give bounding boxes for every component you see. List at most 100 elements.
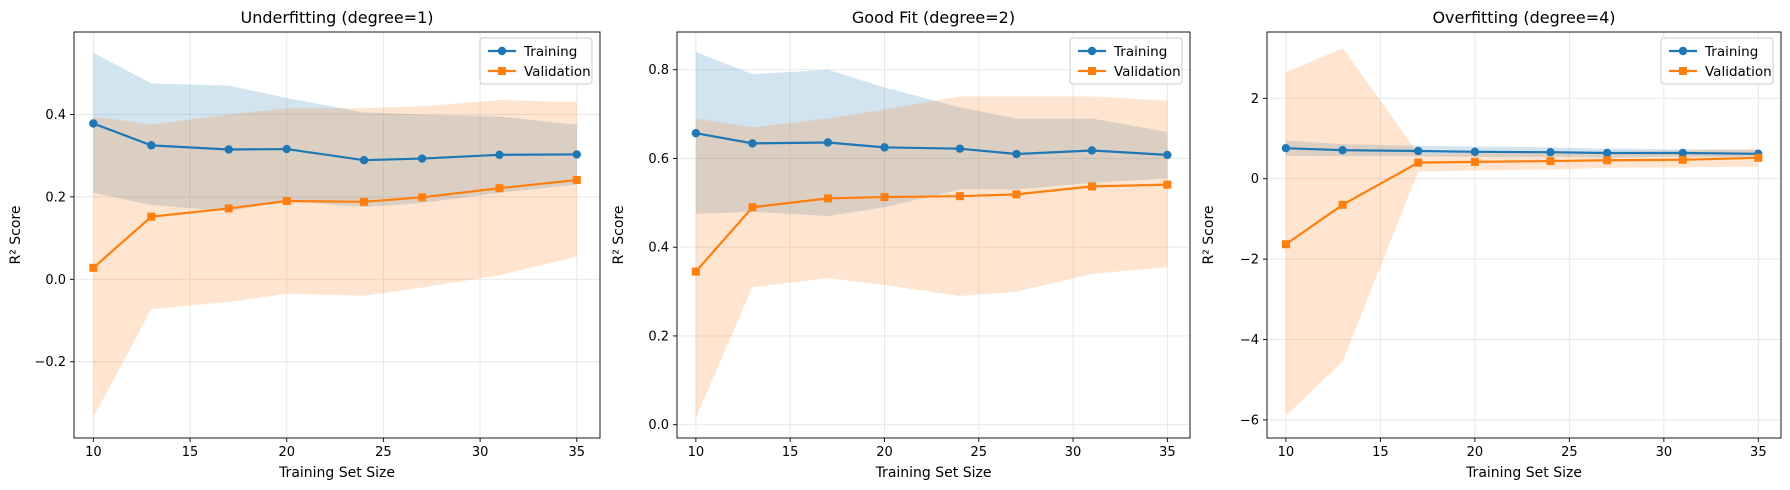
validation-point: [1338, 200, 1347, 209]
x-axis-label: Training Set Size: [278, 465, 395, 481]
validation-point: [282, 196, 291, 205]
training-point: [224, 145, 233, 154]
y-tick-label: 2: [1251, 92, 1259, 107]
training-std-band: [93, 52, 577, 212]
training-point: [495, 150, 504, 160]
training-point: [1338, 145, 1347, 155]
training-point: [823, 138, 833, 147]
legend-validation-swatch-marker: [1679, 67, 1687, 75]
legend-validation-swatch-marker: [1088, 67, 1096, 75]
legend-validation-label: Validation: [1705, 64, 1772, 80]
x-tick-label: 20: [1467, 445, 1484, 460]
training-std-band: [695, 51, 1168, 217]
chart-panel-1: 10 15 20 25 30 35 −0.2 0.0 0.2 0.4 Underfitting (d…: [8, 8, 601, 481]
x-tick-label: 10: [85, 445, 102, 460]
legend-validation-label: Validation: [1114, 64, 1181, 80]
validation-point: [1163, 180, 1172, 189]
y-tick-label: −2: [1240, 253, 1259, 268]
y-tick-label: −6: [1240, 413, 1259, 428]
y-tick-label: 0.6: [648, 152, 669, 167]
validation-point: [224, 204, 233, 213]
training-point: [282, 144, 291, 154]
validation-point: [360, 197, 369, 206]
training-point: [1281, 143, 1291, 153]
chart-title: Overfitting (degree=4): [1432, 8, 1615, 27]
validation-point: [495, 184, 504, 193]
legend: Training Validation: [1660, 37, 1774, 85]
x-axis-label: Training Set Size: [875, 465, 992, 481]
validation-line: [92, 178, 577, 269]
validation-line: [1285, 156, 1759, 246]
training-line: [695, 132, 1168, 157]
legend-training-swatch-marker: [1678, 46, 1688, 56]
x-tick-label: 10: [688, 445, 705, 460]
validation-point: [572, 175, 581, 184]
validation-point: [880, 193, 889, 202]
x-tick-label: 20: [278, 445, 295, 460]
x-tick-label: 20: [876, 445, 893, 460]
y-tick-label: 0.4: [648, 241, 669, 256]
training-point: [572, 150, 581, 159]
validation-point: [1087, 182, 1096, 191]
y-tick-label: −4: [1240, 333, 1259, 348]
y-tick-label: −0.2: [34, 355, 66, 370]
training-point: [1413, 146, 1423, 156]
x-tick-label: 15: [1372, 445, 1389, 460]
validation-point: [1678, 155, 1687, 164]
legend-training-label: Training: [523, 44, 577, 60]
training-point: [417, 154, 427, 163]
validation-point: [1012, 190, 1021, 199]
legend-validation-label: Validation: [524, 64, 591, 80]
legend-training-swatch-marker: [497, 46, 507, 56]
y-tick-label: 0.0: [648, 418, 669, 433]
training-line: [1285, 147, 1759, 155]
chart-panel-2: 10 15 20 25 30 35 0.0 0.2 0.4 0.6 0.8 Good Fit (deg…: [611, 8, 1191, 481]
training-point: [1087, 146, 1097, 155]
x-tick-label: 35: [569, 445, 586, 460]
y-axis-label: R² Score: [1201, 205, 1217, 264]
validation-point: [147, 212, 156, 221]
x-tick-label: 35: [1159, 445, 1176, 460]
validation-point: [691, 267, 700, 276]
training-point: [880, 143, 889, 152]
validation-point: [1603, 156, 1612, 165]
x-tick-label: 15: [782, 445, 799, 460]
x-tick-label: 30: [472, 445, 489, 460]
y-tick-label: 0.8: [648, 63, 669, 78]
legend-box: [479, 37, 593, 85]
validation-point: [748, 203, 757, 212]
y-axis-label: R² Score: [8, 205, 24, 264]
legend-box: [1069, 37, 1183, 85]
chart-title: Underfitting (degree=1): [240, 8, 433, 27]
training-point: [1678, 148, 1687, 158]
training-point: [359, 155, 369, 165]
y-tick-label: 0: [1251, 172, 1259, 187]
chart-title: Good Fit (degree=2): [852, 8, 1015, 27]
x-tick-label: 30: [1656, 445, 1673, 460]
training-point: [1163, 150, 1172, 160]
validation-std-band: [93, 100, 577, 418]
training-point: [89, 119, 98, 128]
legend-training-label: Training: [1704, 44, 1758, 60]
x-axis-label: Training Set Size: [1465, 465, 1582, 481]
chart-panel-3: 10 15 20 25 30 35 −6 −4 −2 0 2 Overfitting (degree=…: [1201, 8, 1782, 481]
validation-line: [695, 183, 1168, 273]
training-point: [147, 141, 156, 150]
x-tick-label: 35: [1750, 445, 1767, 460]
training-point: [1602, 148, 1612, 158]
legend: Training Validation: [479, 37, 593, 85]
legend-training-swatch-marker: [1087, 46, 1097, 56]
validation-point: [1754, 153, 1763, 162]
x-tick-label: 25: [970, 445, 987, 460]
validation-point: [418, 193, 427, 202]
y-tick-label: 0.0: [45, 273, 66, 288]
x-tick-label: 30: [1065, 445, 1082, 460]
validation-point: [1546, 157, 1555, 166]
training-line: [92, 122, 577, 162]
validation-point: [1470, 157, 1479, 166]
validation-std-band: [695, 96, 1168, 419]
axes-frame: [676, 31, 1191, 439]
validation-std-band: [1285, 48, 1759, 416]
x-tick-label: 10: [1278, 445, 1295, 460]
